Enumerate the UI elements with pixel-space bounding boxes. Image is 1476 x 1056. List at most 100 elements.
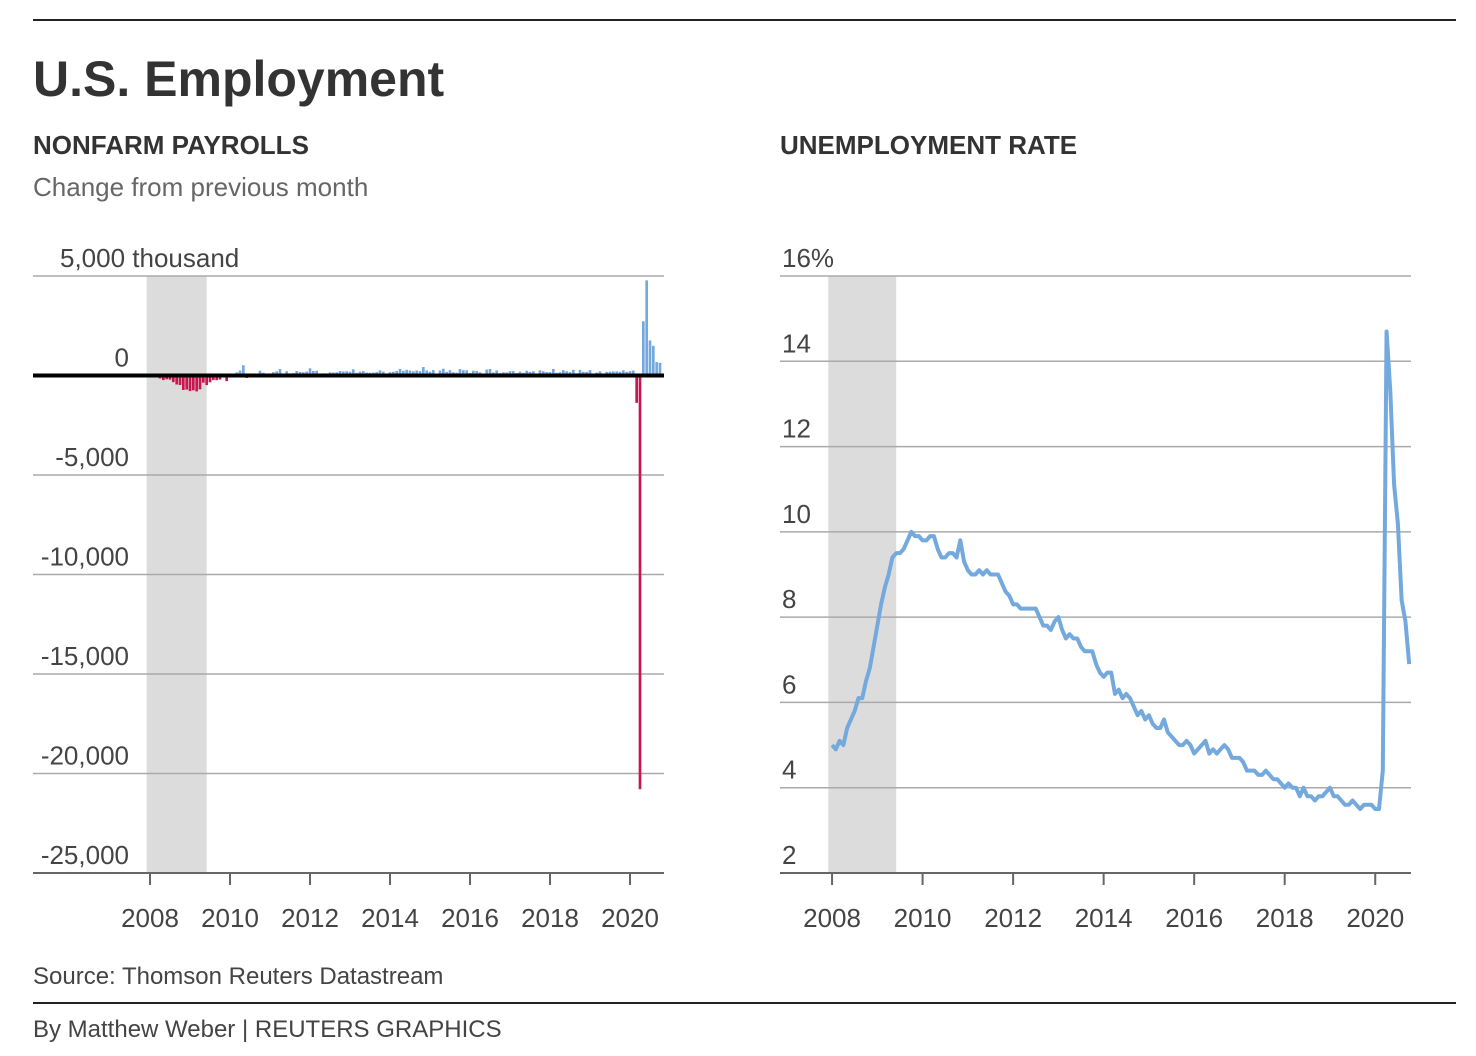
bar: [285, 371, 289, 376]
bar: [408, 370, 412, 376]
bar: [631, 370, 635, 376]
bar: [461, 370, 465, 376]
bar: [208, 375, 212, 383]
bar: [645, 280, 649, 376]
bar: [641, 321, 645, 376]
bar: [241, 365, 245, 376]
bar: [628, 371, 632, 376]
bar: [648, 340, 652, 376]
x-tick-label: 2016: [441, 903, 499, 933]
bar: [458, 369, 462, 376]
x-tick-label: 2012: [281, 903, 339, 933]
y-tick-label: 10: [782, 499, 811, 529]
bar: [168, 375, 172, 380]
bar: [188, 375, 192, 392]
x-tick-label: 2010: [894, 903, 952, 933]
bar: [485, 369, 489, 376]
bar: [178, 375, 182, 386]
x-tick-label: 2018: [521, 903, 579, 933]
bar: [598, 371, 602, 376]
bar: [191, 375, 195, 391]
y-tick-label: 0: [115, 343, 129, 373]
y-tick-label: -5,000: [55, 442, 129, 472]
bar: [181, 375, 185, 390]
bar: [205, 375, 209, 386]
bar: [511, 371, 515, 376]
y-tick-label: 16%: [782, 243, 834, 273]
line: [830, 329, 1412, 812]
bar: [351, 369, 355, 376]
bar: [448, 370, 452, 376]
bar: [215, 375, 219, 381]
bar: [525, 370, 529, 376]
bar: [578, 369, 582, 376]
y-tick-label: -15,000: [41, 641, 129, 671]
bar: [308, 368, 312, 376]
bar: [588, 370, 592, 376]
bar: [651, 345, 655, 376]
y-tick-label: 14: [782, 328, 811, 358]
bar: [495, 370, 499, 376]
bar: [341, 371, 345, 376]
bar: [161, 375, 165, 381]
bar: [411, 371, 415, 376]
bar: [315, 370, 319, 376]
bar: [185, 375, 189, 390]
chart-title: NONFARM PAYROLLS: [33, 130, 309, 160]
bar: [475, 371, 479, 376]
bar: [405, 369, 409, 376]
byline: By Matthew Weber | REUTERS GRAPHICS: [33, 1016, 502, 1043]
title: U.S. Employment: [33, 51, 445, 107]
bar: [275, 371, 279, 376]
bar: [431, 370, 435, 376]
x-tick-label: 2014: [361, 903, 419, 933]
bar: [471, 370, 475, 376]
bar: [398, 368, 402, 376]
x-tick-label: 2008: [803, 903, 861, 933]
bar: [638, 375, 642, 790]
x-tick-label: 2020: [1346, 903, 1404, 933]
bar: [531, 371, 535, 376]
y-tick-label: 2: [782, 840, 796, 870]
x-tick-label: 2010: [201, 903, 259, 933]
recession-shade: [828, 276, 897, 873]
chart-subtitle: Change from previous month: [33, 172, 368, 202]
bar: [201, 375, 205, 383]
y-tick-label: 5,000 thousand: [60, 243, 239, 273]
bar: [278, 369, 282, 376]
bar: [258, 370, 262, 376]
x-tick-label: 2020: [601, 903, 659, 933]
bar: [175, 375, 179, 385]
y-tick-label: -25,000: [41, 840, 129, 870]
bar: [465, 370, 469, 376]
bar: [615, 371, 619, 376]
bar: [218, 375, 222, 380]
bar: [171, 375, 175, 383]
bar: [395, 371, 399, 376]
bar: [418, 371, 422, 376]
bar: [311, 371, 315, 376]
x-tick-label: 2012: [984, 903, 1042, 933]
bar: [655, 362, 659, 376]
bar: [415, 370, 419, 376]
bar: [345, 371, 349, 376]
x-tick-label: 2008: [121, 903, 179, 933]
bar: [361, 371, 365, 376]
y-tick-label: 8: [782, 584, 796, 614]
bar: [195, 375, 199, 392]
y-tick-label: 12: [782, 414, 811, 444]
bar: [238, 370, 242, 376]
bar: [401, 370, 405, 376]
bar: [508, 371, 512, 376]
source: Source: Thomson Reuters Datastream: [33, 963, 443, 990]
x-tick-label: 2018: [1256, 903, 1314, 933]
bar: [198, 375, 202, 390]
bar: [488, 369, 492, 376]
bar: [211, 375, 215, 381]
bar: [571, 369, 575, 376]
bar: [658, 362, 662, 376]
bar: [538, 370, 542, 376]
bar: [425, 370, 429, 376]
bar: [295, 371, 299, 376]
